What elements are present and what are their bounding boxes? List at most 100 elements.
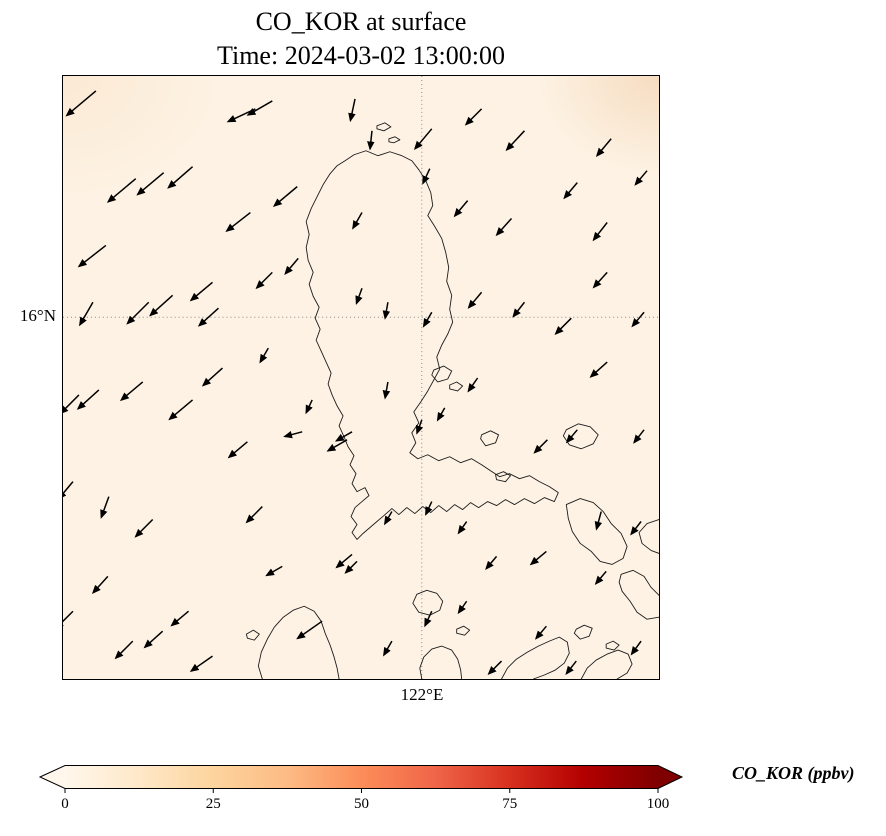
map-svg [63,76,659,679]
wind-arrow [259,347,269,364]
wind-arrow [467,291,483,309]
coastline-path [638,519,659,554]
wind-arrow [344,560,358,574]
wind-arrow [554,317,572,335]
wind-arrow [189,281,213,302]
coastline-path [257,605,340,679]
wind-arrow [534,625,547,640]
wind-arrow [457,521,468,535]
wind-arrow [631,311,645,328]
wind-arrow [512,301,526,318]
wind-arrow [201,367,223,387]
wind-arrow [348,98,356,123]
wind-arrow [487,660,503,676]
wind-arrow [245,506,263,524]
wind-arrow [457,600,468,615]
wind-arrow [167,166,194,189]
wind-arrow [272,186,298,208]
wind-arrow [335,553,353,569]
wind-arrow [283,430,303,439]
wind-arrow [334,431,353,442]
wind-arrow [284,257,299,276]
wind-arrow [265,565,283,577]
colorbar-tick-label: 0 [61,796,69,812]
wind-arrow [76,389,100,410]
wind-arrow [565,660,577,676]
wind-arrow [136,172,165,196]
wind-arrow [227,441,248,459]
wind-arrow [63,481,74,500]
coastline-path [449,381,464,392]
wind-arrow [382,302,391,320]
wind-arrow [565,429,578,444]
coastline-path [573,624,593,640]
wind-arrow [592,222,608,242]
wind-arrow [106,178,137,203]
wind-arrow [143,630,164,649]
colorbar: 0 25 50 75 100 [38,765,684,817]
wind-arrow [422,311,433,328]
coastline-path [562,423,599,450]
coastline-path [305,150,559,540]
coastline-path [565,498,628,565]
wind-arrow [326,439,348,452]
colorbar-label: CO_KOR (ppbv) [732,763,855,783]
wind-arrow [197,307,219,327]
wind-arrow [529,550,547,566]
wind-arrow [100,496,110,519]
coastline-path [412,589,444,616]
colorbar-svg: 0 25 50 75 100 [38,765,684,812]
wind-arrow [79,301,94,327]
wind-arrow [424,610,433,628]
wind-arrow [464,108,483,126]
wind-arrow [633,429,645,444]
wind-arrow [119,381,144,402]
wind-arrow [91,575,109,594]
wind-arrow [255,271,273,290]
wind-arrow [189,655,213,672]
wind-arrow [595,138,612,157]
wind-arrow [634,170,648,186]
coastline-path [495,471,511,483]
colorbar-bar [38,765,684,789]
wind-arrow [170,610,190,627]
coastline-path [245,629,260,641]
coastline-path [580,649,633,679]
coastline-path [431,365,453,383]
wind-arrow [383,640,393,657]
lon-tick-label: 122°E [400,685,444,704]
wind-arrow [413,128,433,151]
wind-arrow [168,399,194,421]
colorbar-tick-label: 75 [502,796,517,812]
wind-arrow [563,182,578,200]
lat-tick-label: 16°N [19,306,56,325]
title-line2: Time: 2024-03-02 13:00:00 [217,41,505,70]
wind-arrow [589,361,608,378]
wind-arrow [134,519,154,538]
wind-arrow [367,130,375,151]
wind-arrow [382,381,391,400]
coastline-path [605,640,620,651]
wind-arrow [296,620,323,640]
wind-arrow [592,271,608,289]
coastline-path [618,569,659,620]
wind-arrow [425,501,433,516]
coastline-path [480,430,499,447]
wind-arrow [495,218,513,237]
plot-area [62,75,660,680]
wind-arrow [305,399,313,415]
wind-arrow [422,168,431,185]
wind-arrow [630,640,642,656]
wind-arrow [355,288,363,305]
wind-arrow [114,640,134,660]
wind-arrow [533,439,548,454]
wind-arrow [630,521,642,536]
wind-arrow [467,377,479,393]
coastline-path [456,625,471,636]
wind-arrow [77,244,107,268]
wind-arrow [225,211,251,233]
colorbar-tick-label: 25 [206,796,221,812]
coastline-path [376,122,392,132]
wind-arrow [505,130,525,152]
